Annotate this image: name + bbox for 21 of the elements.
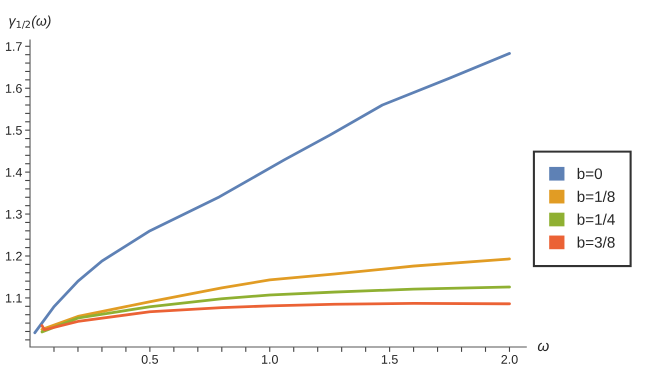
y-tick-label: 1.2 [6, 252, 22, 261]
line-series [40, 286, 511, 334]
x-tick-label: 2.0 [501, 354, 518, 364]
line-series [33, 52, 511, 334]
legend-label: b=1/4 [578, 214, 615, 225]
x-tick-label: 0.5 [142, 354, 158, 364]
x-axis-title: ω [538, 342, 549, 352]
y-tick-label: 1.6 [6, 84, 22, 93]
legend-label: b=1/8 [578, 190, 615, 202]
y-tick-label: 1.4 [6, 168, 22, 177]
x-tick-label: 1.0 [262, 354, 278, 364]
legend-label: b=0 [578, 168, 602, 180]
y-tick-label: 1.3 [6, 210, 22, 219]
y-tick-label: 1.7 [6, 42, 22, 51]
y-tick-label: 1.5 [6, 126, 22, 135]
x-tick-label: 1.5 [382, 355, 398, 364]
legend-label: b=3/8 [578, 236, 615, 248]
y-tick-label: 1.1 [6, 294, 22, 302]
line-series [40, 302, 511, 332]
line-series [40, 258, 511, 331]
y-axis-title: γ$_{1/2}$(ω) [9, 16, 51, 29]
